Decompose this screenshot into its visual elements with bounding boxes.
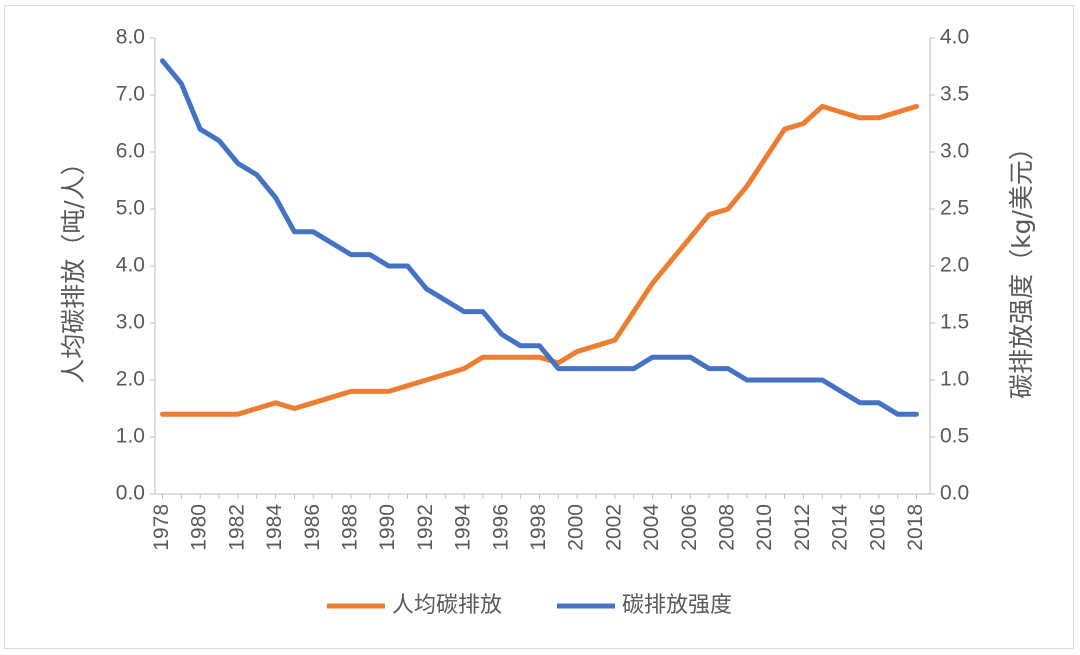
y-axis-title: 人均碳排放（吨/人） (59, 150, 88, 383)
x-tick-label: 1992 (414, 504, 437, 551)
x-tick-label: 2018 (904, 504, 927, 551)
x-tick-label: 2014 (829, 504, 852, 551)
y2-tick-label: 0.0 (940, 482, 969, 505)
y2-tick-label: 4.0 (940, 26, 969, 49)
y-tick-label: 7.0 (116, 83, 145, 106)
y2-tick-label: 1.0 (940, 368, 969, 391)
x-tick-label: 1996 (489, 504, 512, 551)
y2-tick-label: 2.0 (940, 254, 969, 277)
y-tick-label: 6.0 (116, 140, 145, 163)
x-tick-label: 2004 (640, 504, 663, 551)
x-axis: 1978 1980 1982 1984 1986 1988 1990 1992 1994 1996… (150, 493, 930, 551)
x-tick-label: 1984 (263, 504, 286, 551)
legend: 人均碳排放 碳排放强度 (327, 593, 732, 618)
right-axis: 0.0 0.5 1.0 1.5 2.0 2.5 3.0 3.5 4.0 (929, 26, 969, 505)
y2-tick-label: 3.0 (940, 140, 969, 163)
left-axis: 0.0 1.0 2.0 3.0 4.0 5.0 6.0 7.0 8.0 (116, 26, 156, 505)
x-tick-label: 1982 (225, 504, 248, 551)
x-tick-label: 2000 (565, 504, 588, 551)
series-layer (160, 58, 919, 417)
y2-tick-label: 1.5 (940, 311, 969, 334)
x-tick-label: 1990 (376, 504, 399, 551)
x-tick-label: 1994 (452, 504, 475, 551)
y-tick-label: 2.0 (116, 368, 145, 391)
series-line-2 (160, 58, 919, 417)
x-tick-label: 2002 (602, 504, 625, 551)
y2-tick-label: 0.5 (940, 425, 969, 448)
x-tick-label: 1978 (150, 504, 173, 551)
x-tick-label: 2010 (753, 504, 776, 551)
y2-axis-title: 碳排放强度（kg/美元） (1007, 135, 1036, 399)
legend-label-series-1: 人均碳排放 (392, 593, 502, 618)
x-tick-label: 2008 (716, 504, 739, 551)
x-tick-label: 1980 (188, 504, 211, 551)
x-tick-label: 2012 (791, 504, 814, 551)
chart-frame (4, 5, 1074, 649)
x-tick-label: 2006 (678, 504, 701, 551)
x-tick-label: 1986 (301, 504, 324, 551)
y-tick-label: 5.0 (116, 197, 145, 220)
y-tick-label: 4.0 (116, 254, 145, 277)
x-tick-label: 2016 (866, 504, 889, 551)
y2-tick-label: 2.5 (940, 197, 969, 220)
x-tick-label: 1998 (527, 504, 550, 551)
legend-label-series-2: 碳排放强度 (622, 593, 732, 618)
y-tick-label: 0.0 (116, 482, 145, 505)
series-line-1 (160, 103, 919, 417)
y2-tick-label: 3.5 (940, 83, 969, 106)
y-tick-label: 1.0 (116, 425, 145, 448)
y-tick-label: 8.0 (116, 26, 145, 49)
y-tick-label: 3.0 (116, 311, 145, 334)
x-tick-label: 1988 (339, 504, 362, 551)
